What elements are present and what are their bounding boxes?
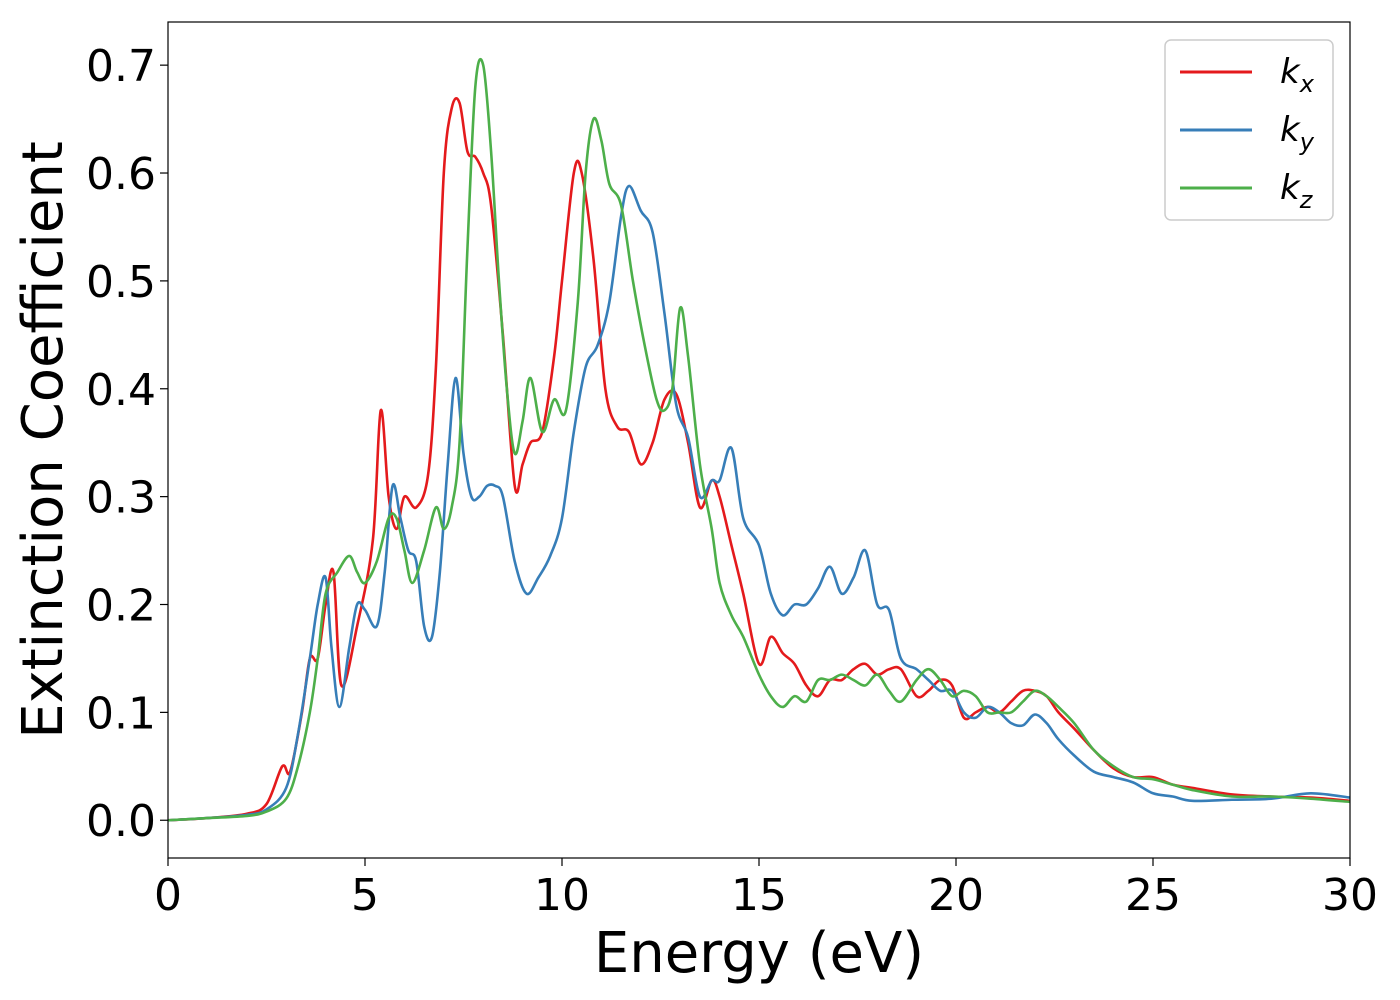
legend-label-base: k <box>1280 110 1301 150</box>
legend-label-subscript: y <box>1299 128 1315 156</box>
y-tick-label: 0.2 <box>86 581 156 632</box>
y-tick-label: 0.7 <box>86 41 156 92</box>
x-tick-label: 10 <box>534 870 590 921</box>
y-tick-label: 0.1 <box>86 688 156 739</box>
y-axis-label: Extinction Coefficient <box>11 141 76 739</box>
series-layer <box>167 57 1351 822</box>
y-axis: 0.0 0.1 0.2 0.3 0.4 0.5 0.6 0.7 <box>86 41 168 847</box>
legend-label-ky: ky <box>1280 110 1315 156</box>
legend-label-base: k <box>1280 52 1301 92</box>
y-tick-label: 0.6 <box>86 149 156 200</box>
x-tick-label: 15 <box>731 870 787 921</box>
x-tick-label: 5 <box>351 870 379 921</box>
y-tick-label: 0.3 <box>86 473 156 524</box>
series-line-kx <box>167 97 1351 822</box>
legend-label-subscript: z <box>1299 186 1314 214</box>
legend-label-kx: kx <box>1280 52 1315 98</box>
series-line-ky <box>167 184 1351 822</box>
y-tick-label: 0.0 <box>86 796 156 847</box>
legend-label-kz: kz <box>1280 168 1314 214</box>
y-tick-label: 0.5 <box>86 257 156 308</box>
x-tick-label: 25 <box>1125 870 1181 921</box>
x-tick-label: 0 <box>154 870 182 921</box>
legend-label-base: k <box>1280 168 1301 208</box>
x-tick-label: 30 <box>1322 870 1378 921</box>
x-tick-label: 20 <box>928 870 984 921</box>
y-tick-label: 0.4 <box>86 365 156 416</box>
x-axis: 0 5 10 15 20 25 30 <box>154 858 1378 921</box>
series-line-kz <box>167 57 1351 822</box>
x-axis-label: Energy (eV) <box>594 921 924 986</box>
legend-label-subscript: x <box>1299 70 1315 98</box>
